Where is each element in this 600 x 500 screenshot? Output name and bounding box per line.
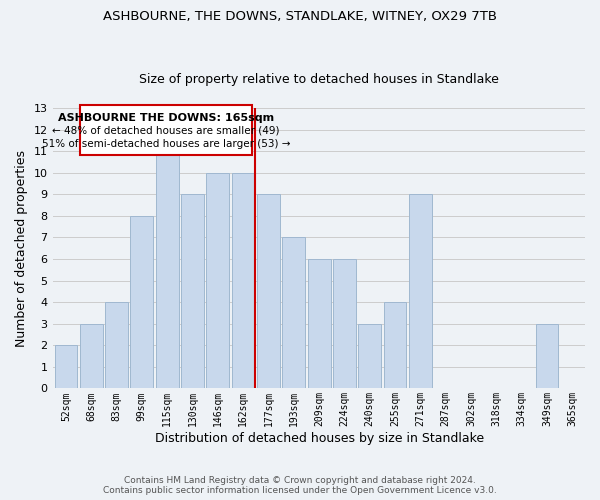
Bar (105, 302, 128, 388)
Bar (80, 105, 252, 156)
Text: 51% of semi-detached houses are larger (53) →: 51% of semi-detached houses are larger (… (41, 138, 290, 148)
Text: ASHBOURNE THE DOWNS: 165sqm: ASHBOURNE THE DOWNS: 165sqm (58, 112, 274, 122)
Bar (55, 346, 77, 389)
Bar (181, 194, 204, 388)
Bar (383, 302, 406, 388)
Bar (206, 172, 229, 388)
Title: Size of property relative to detached houses in Standlake: Size of property relative to detached ho… (139, 73, 499, 86)
Bar (333, 259, 356, 388)
Bar (232, 172, 254, 388)
Bar (156, 151, 179, 388)
Bar (409, 194, 432, 388)
Bar (358, 324, 381, 388)
Y-axis label: Number of detached properties: Number of detached properties (15, 150, 28, 346)
Text: ASHBOURNE, THE DOWNS, STANDLAKE, WITNEY, OX29 7TB: ASHBOURNE, THE DOWNS, STANDLAKE, WITNEY,… (103, 10, 497, 23)
Bar (257, 194, 280, 388)
Bar (130, 216, 153, 388)
Text: ← 48% of detached houses are smaller (49): ← 48% of detached houses are smaller (49… (52, 126, 280, 136)
Text: Contains HM Land Registry data © Crown copyright and database right 2024.
Contai: Contains HM Land Registry data © Crown c… (103, 476, 497, 495)
Bar (536, 324, 559, 388)
X-axis label: Distribution of detached houses by size in Standlake: Distribution of detached houses by size … (155, 432, 484, 445)
Bar (308, 259, 331, 388)
Bar (283, 238, 305, 388)
Bar (80, 324, 103, 388)
